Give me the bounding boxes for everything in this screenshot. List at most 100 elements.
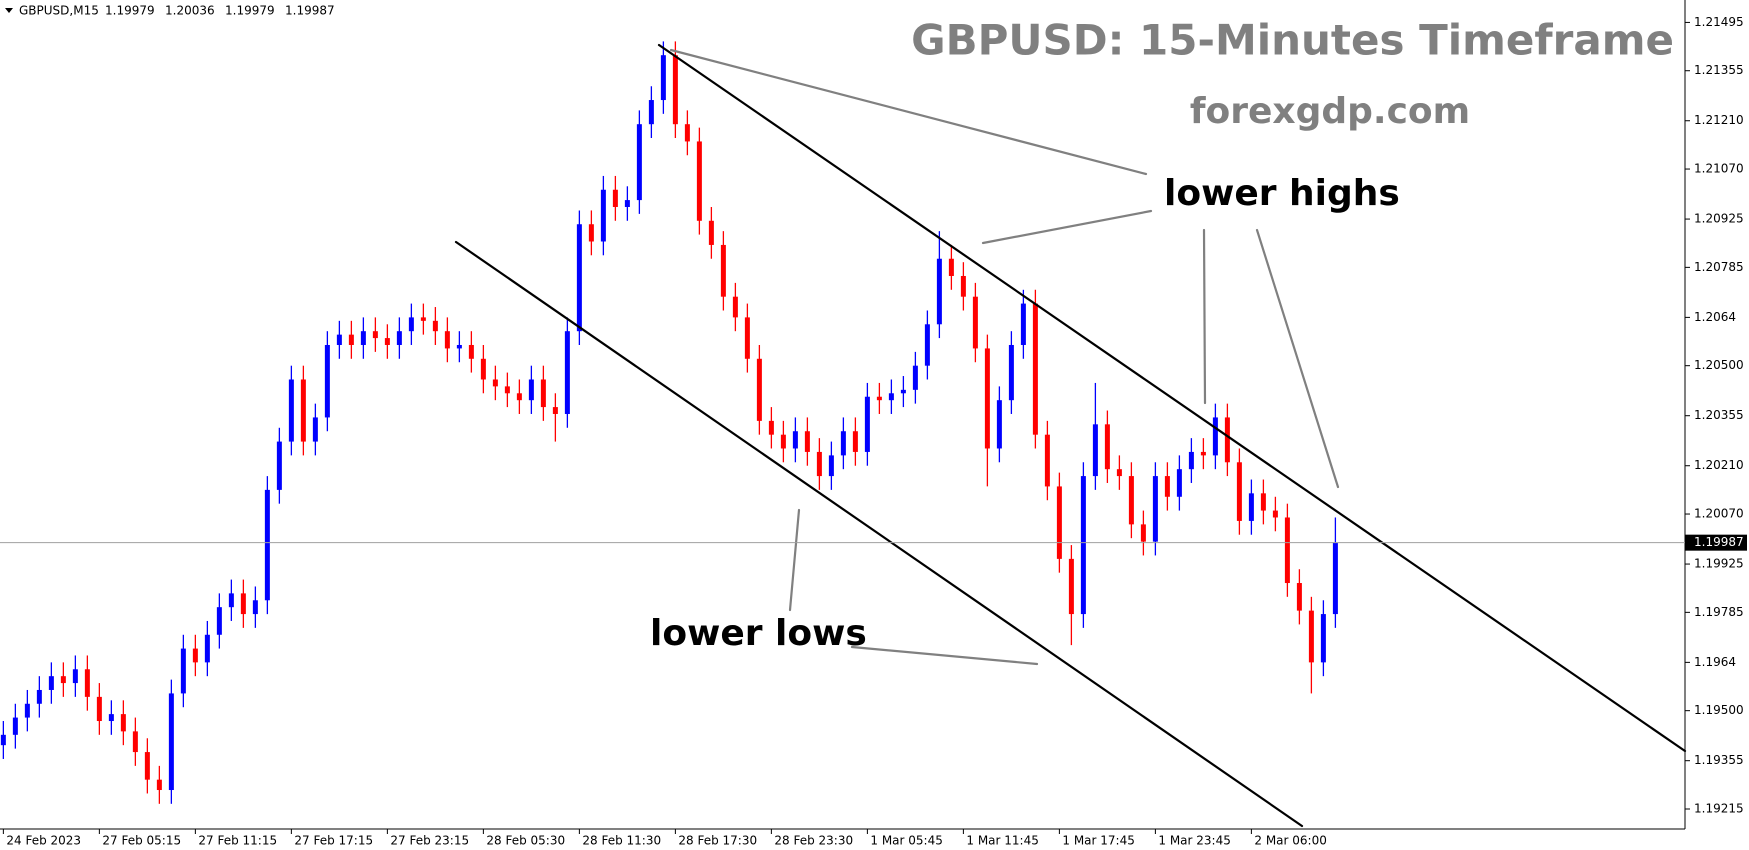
x-tick-label: 28 Feb 17:30 — [678, 834, 757, 848]
candle-body — [276, 441, 282, 490]
candle-body — [1188, 451, 1194, 470]
candle-body — [252, 600, 258, 615]
candle-body — [48, 676, 54, 690]
candle-body — [1032, 303, 1038, 435]
candle-body — [600, 189, 606, 242]
candle-body — [564, 331, 570, 414]
x-tick-label: 27 Feb 17:15 — [294, 834, 373, 848]
chart-title: GBPUSD: 15-Minutes Timeframe — [911, 16, 1674, 65]
candle-body — [612, 189, 618, 207]
candle-body — [96, 696, 102, 722]
candle-body — [948, 258, 954, 276]
menu-triangle — [5, 8, 13, 13]
candle-body — [1320, 614, 1326, 663]
candle-body — [756, 358, 762, 421]
candle-body — [552, 407, 558, 414]
last-price-box — [1685, 534, 1747, 551]
annotation: lower highs — [1164, 173, 1400, 214]
y-tick-label: 1.21355 — [1694, 63, 1744, 77]
y-tick-label: 1.20500 — [1694, 358, 1744, 372]
candle-body — [1308, 610, 1314, 663]
pointer-line — [669, 48, 1148, 176]
x-tick-label: 28 Feb 23:30 — [774, 834, 853, 848]
y-tick-label: 1.20925 — [1694, 212, 1744, 226]
y-tick-label: 1.20210 — [1694, 458, 1744, 472]
candle-body — [264, 489, 270, 601]
candle-body — [972, 296, 978, 349]
candle-body — [372, 331, 378, 339]
candle-body — [1152, 476, 1158, 542]
x-tick-label: 28 Feb 05:30 — [486, 834, 565, 848]
annotation: lower lows — [650, 613, 867, 654]
candle-body — [1260, 493, 1266, 511]
header-close: 1.19987 — [285, 4, 335, 18]
upper-channel-line — [657, 43, 1687, 753]
candle-body — [1008, 344, 1014, 401]
candle-body — [324, 344, 330, 418]
pointer-line — [1255, 228, 1340, 489]
x-tick-label: 1 Mar 23:45 — [1158, 834, 1231, 848]
candle-body — [1140, 524, 1146, 542]
candle-body — [1056, 486, 1062, 559]
candle-body — [1236, 462, 1242, 521]
lower-channel-line — [454, 240, 1304, 828]
candle-body — [900, 389, 906, 394]
trendlines — [454, 43, 1687, 828]
candle-body — [396, 331, 402, 345]
candle-body — [180, 648, 186, 694]
candle-body — [1116, 469, 1122, 477]
candle-body — [1272, 510, 1278, 518]
x-tick-label: 2 Mar 06:00 — [1254, 834, 1327, 848]
candle-body — [888, 393, 894, 401]
candle-body — [540, 379, 546, 408]
pointer-line — [1202, 228, 1207, 405]
y-tick-label: 1.21070 — [1694, 162, 1744, 176]
x-tick-label: 28 Feb 11:30 — [582, 834, 661, 848]
candle-body — [984, 348, 990, 449]
y-tick-label: 1.19785 — [1694, 605, 1744, 619]
candle-body — [1332, 542, 1338, 615]
candle-body — [1296, 583, 1302, 611]
x-tick-label: 27 Feb 11:15 — [198, 834, 277, 848]
candle-body — [708, 220, 714, 245]
candle-body — [36, 689, 42, 704]
candle-body — [504, 386, 510, 394]
candle-body — [960, 275, 966, 297]
candle-body — [624, 200, 630, 207]
candle-body — [228, 593, 234, 608]
candle-body — [1212, 417, 1218, 456]
candle-body — [840, 431, 846, 456]
candle-body — [1020, 303, 1026, 345]
candle-body — [696, 141, 702, 221]
candle-body — [0, 734, 6, 746]
candle-body — [576, 224, 582, 332]
header-high: 1.20036 — [165, 4, 215, 18]
candle-body — [108, 714, 114, 722]
x-tick-label: 1 Mar 17:45 — [1062, 834, 1135, 848]
candle-body — [120, 714, 126, 732]
candle-body — [660, 55, 666, 101]
x-tick-label: 1 Mar 05:45 — [870, 834, 943, 848]
candle-body — [648, 100, 654, 125]
candle-body — [384, 338, 390, 345]
candle-body — [1248, 493, 1254, 521]
header-open: 1.19979 — [105, 4, 155, 18]
candle-body — [168, 693, 174, 791]
candle-body — [456, 344, 462, 349]
y-tick-label: 1.1964 — [1694, 655, 1736, 669]
x-tick-label: 1 Mar 11:45 — [966, 834, 1038, 848]
candle-body — [672, 55, 678, 125]
candle-body — [804, 431, 810, 452]
x-tick-label: 27 Feb 05:15 — [102, 834, 181, 848]
y-tick-label: 1.19925 — [1694, 557, 1744, 571]
candle-body — [312, 417, 318, 442]
candle-body — [792, 431, 798, 449]
pointer-line — [981, 209, 1153, 245]
candle-body — [348, 334, 354, 345]
candle-body — [192, 648, 198, 663]
candle-body — [492, 379, 498, 387]
candle-body — [852, 431, 858, 452]
candle-body — [24, 703, 30, 718]
candle-body — [528, 379, 534, 401]
